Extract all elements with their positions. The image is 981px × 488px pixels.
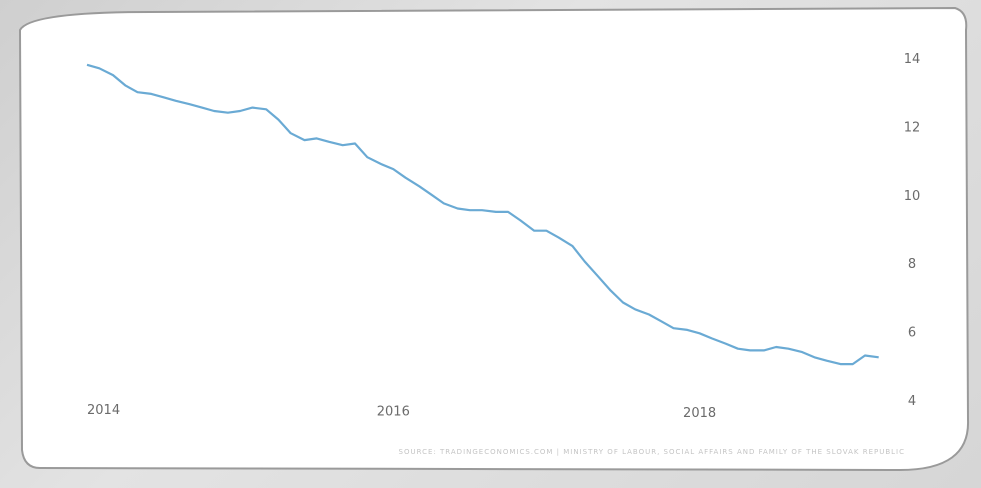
y-tick-label: 12 (904, 120, 921, 135)
x-tick-label: 2018 (683, 406, 716, 421)
y-tick-label: 4 (908, 394, 916, 409)
y-tick-label: 8 (908, 257, 916, 272)
x-tick-label: 2016 (377, 405, 410, 420)
y-tick-label: 6 (908, 326, 916, 341)
source-note: SOURCE: TRADINGECONOMICS.COM | MINISTRY … (399, 448, 905, 456)
series-line-0 (86, 63, 879, 366)
x-axis-ticks: 2014 2016 2018 (87, 403, 716, 421)
plot-area (86, 63, 879, 366)
y-axis-ticks: 14 12 10 8 6 4 (904, 52, 921, 409)
y-tick-label: 14 (904, 52, 921, 67)
chart-frame (18, 6, 970, 472)
y-tick-label: 10 (904, 189, 921, 204)
x-tick-label: 2014 (87, 403, 120, 418)
